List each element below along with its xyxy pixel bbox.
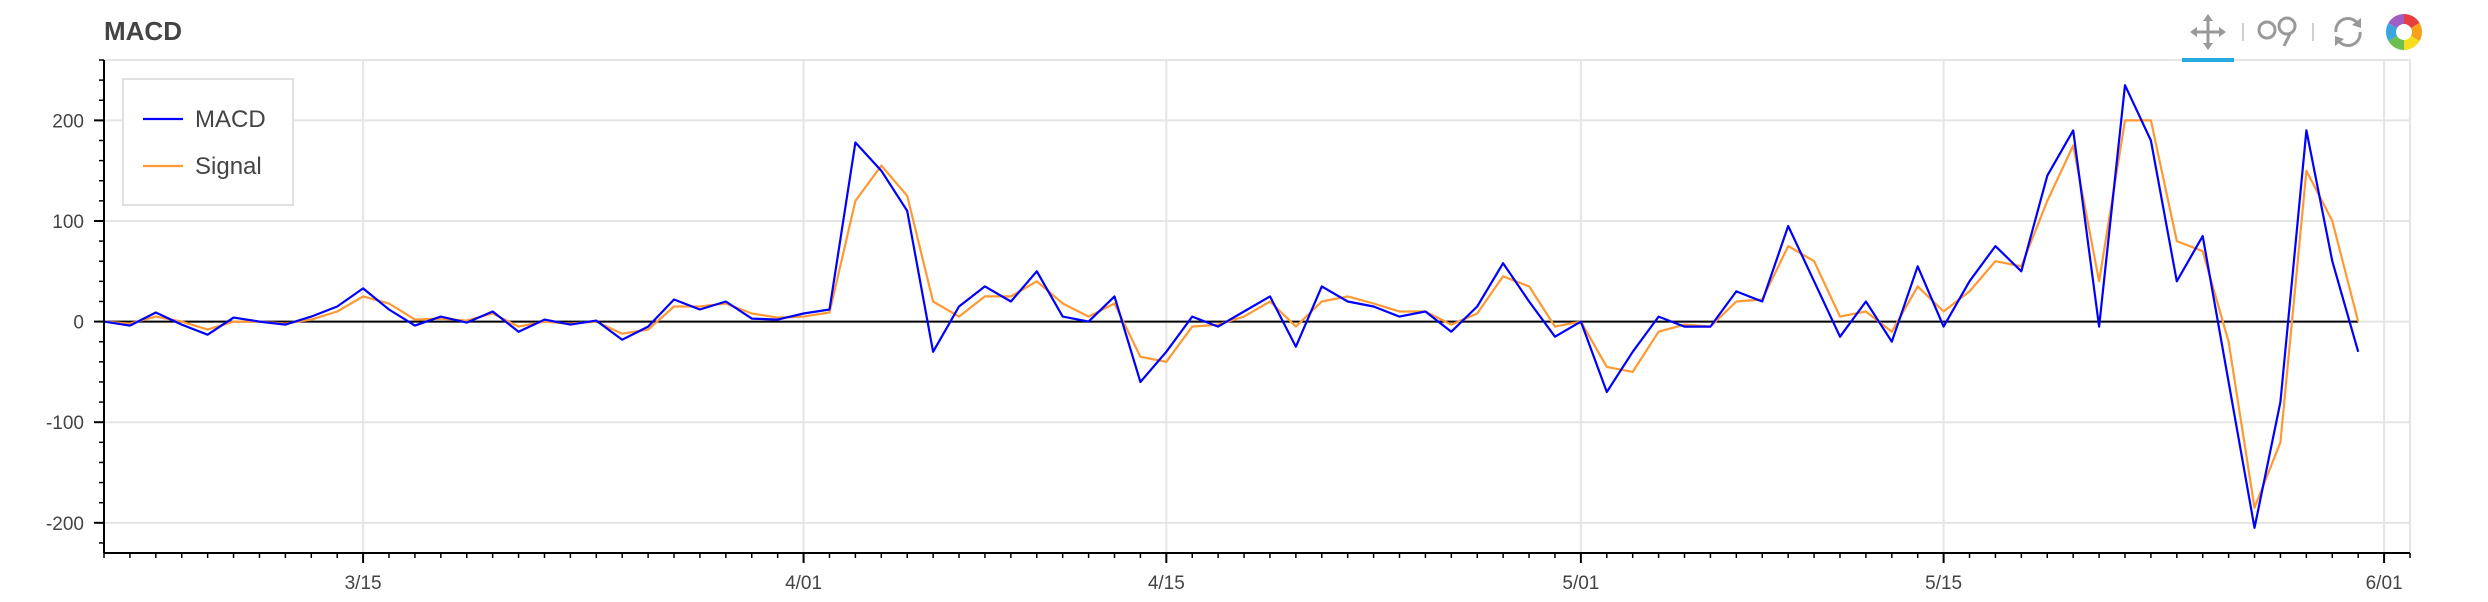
y-tick-label: 100	[52, 212, 84, 233]
toolbar-separator	[2312, 23, 2314, 41]
x-tick-label: 4/01	[785, 573, 822, 594]
y-tick-label: 200	[52, 111, 84, 132]
wheel-zoom-tool[interactable]	[2250, 6, 2306, 58]
series-line-macd	[103, 84, 2360, 529]
series-layer	[103, 84, 2360, 529]
x-tick-label: 5/01	[1562, 573, 1599, 594]
reset-tool[interactable]	[2320, 6, 2376, 58]
bokeh-logo-icon	[2385, 13, 2423, 51]
series-line-signal	[103, 119, 2360, 509]
y-tick-label: -200	[46, 514, 84, 535]
plot-frame	[103, 59, 2411, 554]
y-tick-label: 0	[73, 313, 84, 334]
wheel-zoom-icon	[2257, 16, 2297, 47]
axes: 3/15 4/01 4/15 5/01 5/15 6/01 200 100 0 -100 -200	[46, 59, 2411, 594]
chart-title: MACD	[104, 16, 182, 46]
reset-icon	[2334, 17, 2362, 47]
x-tick-label: 5/15	[1925, 573, 1962, 594]
toolbar-separator	[2242, 23, 2244, 41]
grid	[103, 59, 2411, 554]
toolbar	[2180, 4, 2432, 62]
pan-tool[interactable]	[2180, 6, 2236, 62]
legend-box	[122, 78, 294, 206]
legend[interactable]: MACD Signal	[122, 78, 294, 206]
legend-label-macd: MACD	[195, 106, 266, 133]
x-tick-label: 3/15	[345, 573, 382, 594]
x-tick-label: 6/01	[2366, 573, 2403, 594]
legend-label-signal: Signal	[195, 153, 262, 180]
bokeh-logo[interactable]	[2376, 6, 2432, 58]
pan-icon	[2190, 14, 2226, 50]
x-tick-label: 4/15	[1148, 573, 1185, 594]
y-tick-label: -100	[46, 413, 84, 434]
